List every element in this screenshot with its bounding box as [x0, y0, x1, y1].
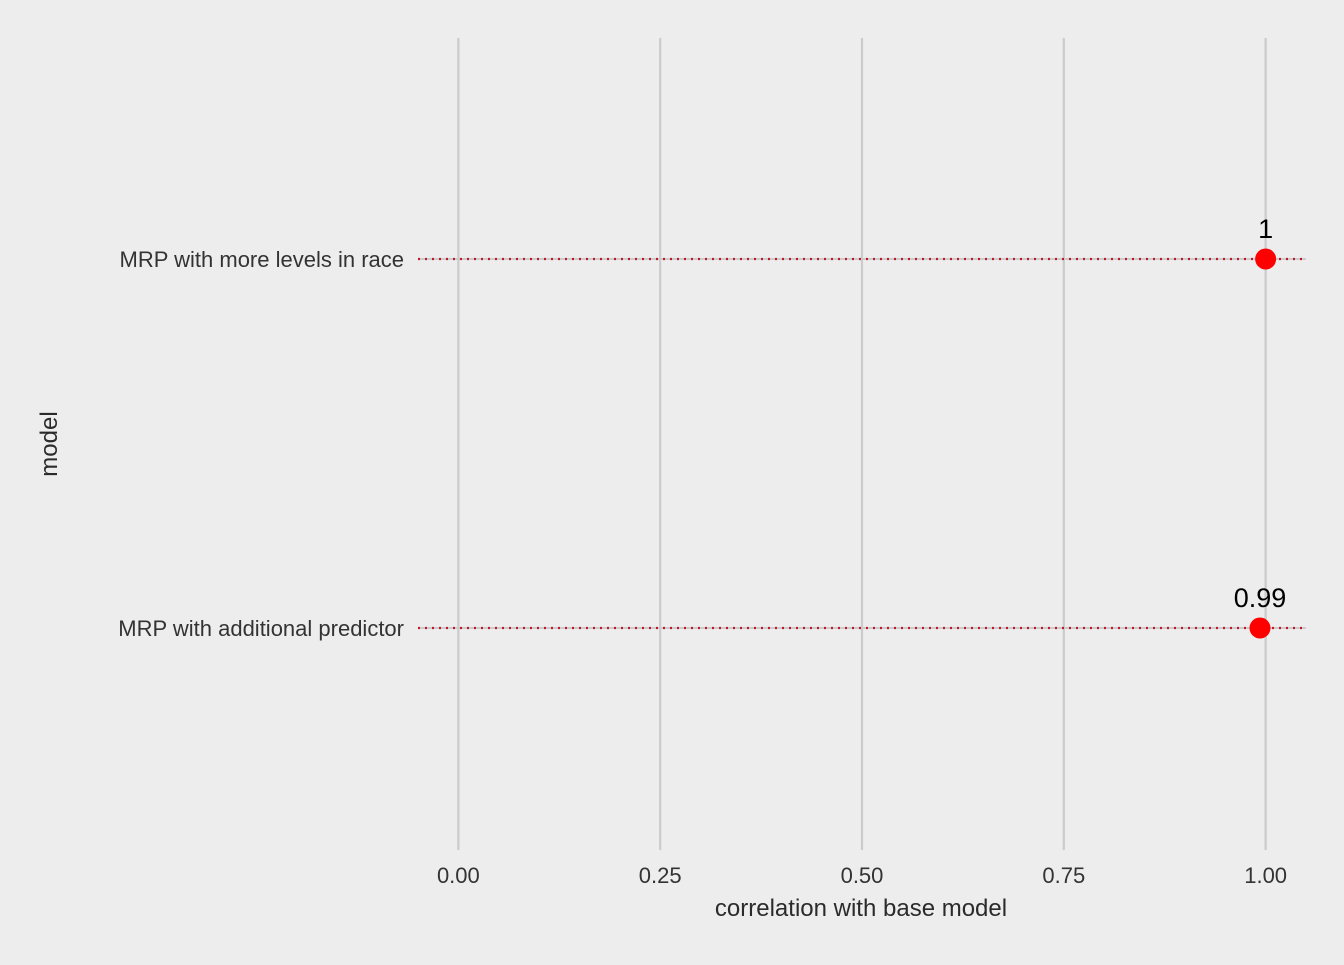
x-tick-label: 0.25 — [639, 863, 682, 888]
y-tick-label: MRP with additional predictor — [118, 616, 404, 641]
data-label: 1 — [1258, 214, 1273, 244]
data-labels: 0.99 1 — [1234, 214, 1287, 613]
y-axis-title: model — [36, 411, 63, 476]
y-tick-label: MRP with more levels in race — [120, 247, 404, 272]
x-axis-ticks: 0.00 0.25 0.50 0.75 1.00 — [437, 863, 1287, 888]
x-tick-label: 0.50 — [841, 863, 884, 888]
x-axis-title: correlation with base model — [715, 895, 1007, 922]
category-segments — [418, 257, 1306, 630]
data-point — [1249, 617, 1271, 639]
data-label: 0.99 — [1234, 583, 1287, 613]
y-axis-ticks: MRP with additional predictor MRP with mo… — [118, 247, 404, 641]
x-tick-label: 1.00 — [1244, 863, 1287, 888]
x-tick-label: 0.00 — [437, 863, 480, 888]
x-tick-label: 0.75 — [1042, 863, 1085, 888]
gridlines — [457, 38, 1267, 850]
data-points — [1249, 248, 1277, 639]
data-point — [1255, 248, 1277, 270]
